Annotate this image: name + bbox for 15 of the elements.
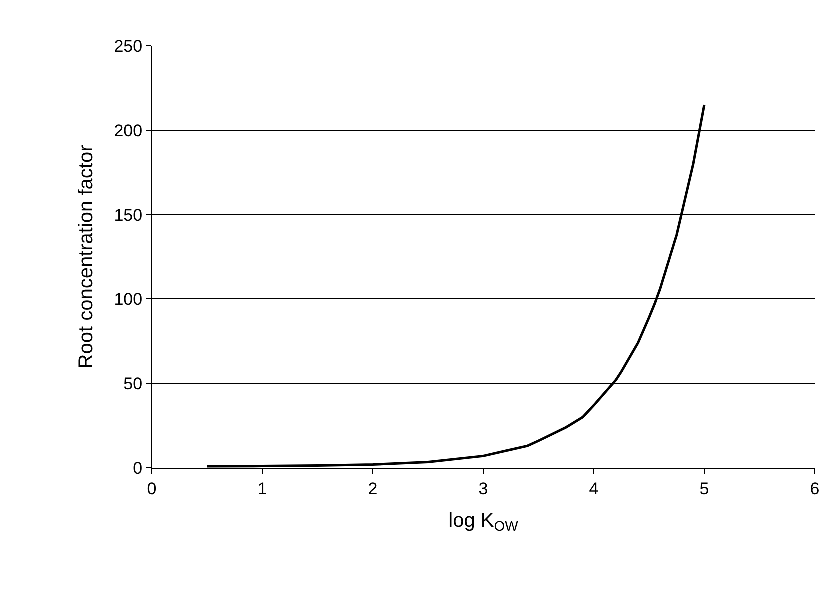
y-tick-label: 200 — [114, 121, 143, 140]
y-tick-label: 250 — [114, 36, 143, 56]
y-axis-title: Root concentration factor — [76, 144, 98, 369]
x-tick-label: 1 — [258, 479, 268, 498]
y-tick-label: 50 — [124, 374, 143, 394]
y-tick-label: 0 — [133, 458, 143, 478]
x-tick-label: 6 — [810, 479, 820, 498]
x-tick-label: 4 — [589, 479, 599, 498]
y-tick-label: 150 — [114, 206, 143, 225]
x-tick-label: 2 — [368, 479, 378, 498]
x-tick-label: 5 — [700, 479, 710, 498]
x-axis-title: log K$_{OW}$ — [448, 510, 520, 534]
x-tick-label: 0 — [147, 479, 157, 498]
x-tick-label: 3 — [478, 479, 488, 498]
y-tick-label: 100 — [114, 290, 143, 310]
